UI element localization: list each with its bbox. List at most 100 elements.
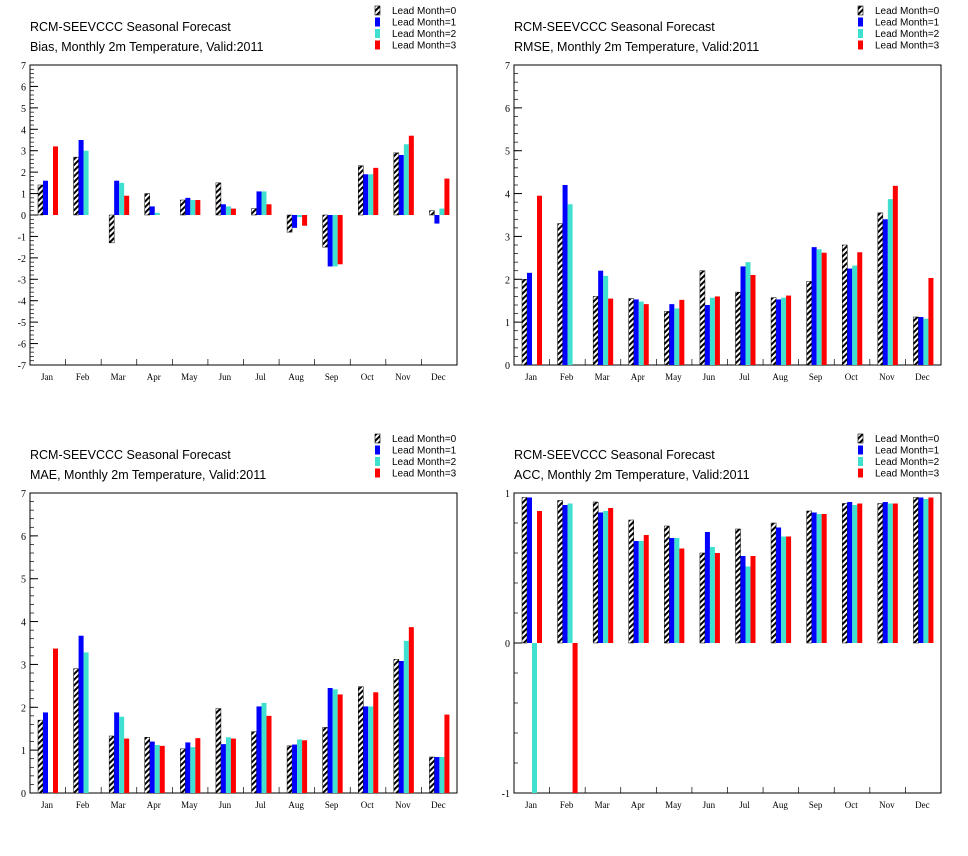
panel-1-bar-Jan-lead0 xyxy=(37,184,44,216)
panel-3-xtick-label-Jun: Jun xyxy=(219,800,232,810)
panel-1-ytick-label-7: 0 xyxy=(21,211,26,222)
panel-2-xtick-label-Apr: Apr xyxy=(631,372,645,382)
panel-3-legend-swatch-3 xyxy=(375,468,380,478)
panel-3-bar-Jul-lead3 xyxy=(266,715,272,793)
panel-2-frame xyxy=(513,64,942,366)
panel-1-bar-Sep-lead2 xyxy=(332,215,338,267)
panel-1-bar-Mar-lead1 xyxy=(114,180,120,215)
panel-3-xtick-label-Oct: Oct xyxy=(361,800,374,810)
panel-3-xtick-label-Jul: Jul xyxy=(255,800,266,810)
panel-4-legend-label-2: Lead Month=2 xyxy=(875,457,940,468)
panel-3-bar-Apr-lead1 xyxy=(149,741,155,793)
panel-2-xtick-label-Jul: Jul xyxy=(739,372,750,382)
panel-3-ytick-label-4: 4 xyxy=(21,618,26,629)
panel-2-xtick-label-Aug: Aug xyxy=(772,372,788,382)
panel-1-title: RCM-SEEVCCC Seasonal Forecast xyxy=(30,20,231,34)
panel-4-bar-Mar-lead2 xyxy=(603,511,609,643)
panel-1-bar-Jan-lead1 xyxy=(43,180,48,215)
panel-2-xtick-label-Mar: Mar xyxy=(595,372,610,382)
panel-3-xtick-label-Dec: Dec xyxy=(431,800,446,810)
panel-2-xtick-label-Jun: Jun xyxy=(703,372,716,382)
panel-1-bar-Nov-lead3 xyxy=(408,135,414,215)
panel-2-bar-Aug-lead1 xyxy=(776,299,782,365)
panel-3-xtick-label-Apr: Apr xyxy=(147,800,161,810)
panel-1-bar-Apr-lead0 xyxy=(144,193,150,216)
panel-2-ytick-label-0: 0 xyxy=(505,361,510,372)
panel-4-legend-swatch-2 xyxy=(858,457,863,466)
panel-4-xtick-label-Sep: Sep xyxy=(809,800,823,810)
panel-3-bar-Apr-lead2 xyxy=(154,745,160,793)
panel-3-bar-May-lead0 xyxy=(180,748,186,794)
panel-3-legend-label-2: Lead Month=2 xyxy=(392,457,457,468)
panel-4-bar-Jul-lead3 xyxy=(750,556,756,643)
panel-2-bar-Aug-lead0 xyxy=(770,297,777,366)
panel-3-bar-Jan-lead1 xyxy=(43,712,48,793)
panel-3-xtick-label-Nov: Nov xyxy=(395,800,411,810)
panel-4-bar-Mar-lead0 xyxy=(592,501,599,644)
panel-4-bar-May-lead1 xyxy=(669,538,675,643)
panel-1-ytick-label-2: -5 xyxy=(18,318,26,329)
panel-2-bar-Jun-lead3 xyxy=(714,296,720,365)
panel-1-xtick-label-Jan: Jan xyxy=(41,372,53,382)
panel-3-xtick-label-Jan: Jan xyxy=(41,800,53,810)
panel-4-bar-Jun-lead3 xyxy=(714,553,720,643)
panel-4-bar-Nov-lead3 xyxy=(892,503,898,643)
panel-1-ytick-label-5: -2 xyxy=(18,254,26,265)
panel-4-bar-Jan-lead0 xyxy=(521,497,528,644)
panel-3-bar-Nov-lead3 xyxy=(408,627,414,793)
panel-1-legend-swatch-3 xyxy=(375,40,380,50)
panel-1-legend-label-3: Lead Month=3 xyxy=(392,41,457,52)
panel-2-bar-Nov-lead0 xyxy=(877,212,884,366)
panel-3-bar-Feb-lead1 xyxy=(78,635,84,793)
panel-2-bar-Mar-lead1 xyxy=(598,270,604,365)
panel-1-bar-Dec-lead1 xyxy=(434,215,440,224)
panel-2-bar-Jun-lead0 xyxy=(699,270,706,366)
panel-2-bar-Jul-lead1 xyxy=(740,266,746,365)
panel-2-bar-Sep-lead2 xyxy=(816,249,822,365)
panel-1-bar-Jul-lead0 xyxy=(251,208,257,216)
panel-2-bar-Nov-lead1 xyxy=(882,219,888,365)
panel-1-bar-Feb-lead1 xyxy=(78,140,84,215)
panel-3-title: RCM-SEEVCCC Seasonal Forecast xyxy=(30,448,231,462)
panel-1-ytick-label-1: -6 xyxy=(18,340,26,351)
panel-3-bar-Oct-lead3 xyxy=(373,692,379,793)
panel-3-ytick-label-3: 3 xyxy=(21,660,26,671)
panel-1-legend-swatch-0 xyxy=(374,5,381,16)
panel-4-xtick-label-Nov: Nov xyxy=(879,800,895,810)
panel-2-bar-Aug-lead3 xyxy=(786,295,792,365)
panel-1-bar-Nov-lead2 xyxy=(403,144,409,215)
panel-2-ytick-label-7: 7 xyxy=(505,61,510,72)
panel-2-xtick-label-Dec: Dec xyxy=(915,372,930,382)
panel-3-ytick-label-0: 0 xyxy=(21,789,26,800)
panel-2-subtitle: RMSE, Monthly 2m Temperature, Valid:2011 xyxy=(514,40,759,54)
panel-4-bar-Jul-lead1 xyxy=(740,556,746,643)
panel-2-bar-Jun-lead2 xyxy=(709,297,715,365)
panel-1-bar-May-lead0 xyxy=(180,199,186,216)
panel-1-bar-Apr-lead1 xyxy=(149,206,155,215)
panel-4-bar-Jun-lead2 xyxy=(709,547,715,643)
panel-1-legend-label-2: Lead Month=2 xyxy=(392,29,457,40)
panel-2-bar-Jul-lead0 xyxy=(735,291,741,366)
panel-4-frame xyxy=(513,492,942,794)
panel-4-ytick-label-1: 0 xyxy=(505,639,510,650)
panel-1-bar-Jan-lead3 xyxy=(53,146,58,215)
panel-4-bar-Aug-lead1 xyxy=(776,527,782,643)
panel-4-bar-Nov-lead2 xyxy=(887,503,893,643)
panel-1-bar-Jun-lead2 xyxy=(225,206,231,215)
panel-3-subtitle: MAE, Monthly 2m Temperature, Valid:2011 xyxy=(30,468,266,482)
panel-4-xtick-label-Apr: Apr xyxy=(631,800,645,810)
panel-1-xtick-label-May: May xyxy=(181,372,198,382)
panel-3-bar-Oct-lead1 xyxy=(363,706,369,793)
panel-4-xtick-label-Oct: Oct xyxy=(845,800,858,810)
panel-4-legend-label-3: Lead Month=3 xyxy=(875,469,940,480)
panel-4-legend-swatch-3 xyxy=(858,468,863,478)
panel-3-bar-Feb-lead0 xyxy=(73,668,79,794)
panel-4-bar-Oct-lead3 xyxy=(857,503,863,643)
panel-2-bar-Apr-lead0 xyxy=(628,298,634,366)
panel-1-ytick-label-13: 6 xyxy=(21,82,26,93)
panel-3-bar-May-lead2 xyxy=(190,747,196,793)
panel-2-bar-Sep-lead0 xyxy=(806,281,812,366)
panel-2-bar-Feb-lead0 xyxy=(557,223,563,366)
panel-4-bar-Jun-lead1 xyxy=(704,532,710,643)
